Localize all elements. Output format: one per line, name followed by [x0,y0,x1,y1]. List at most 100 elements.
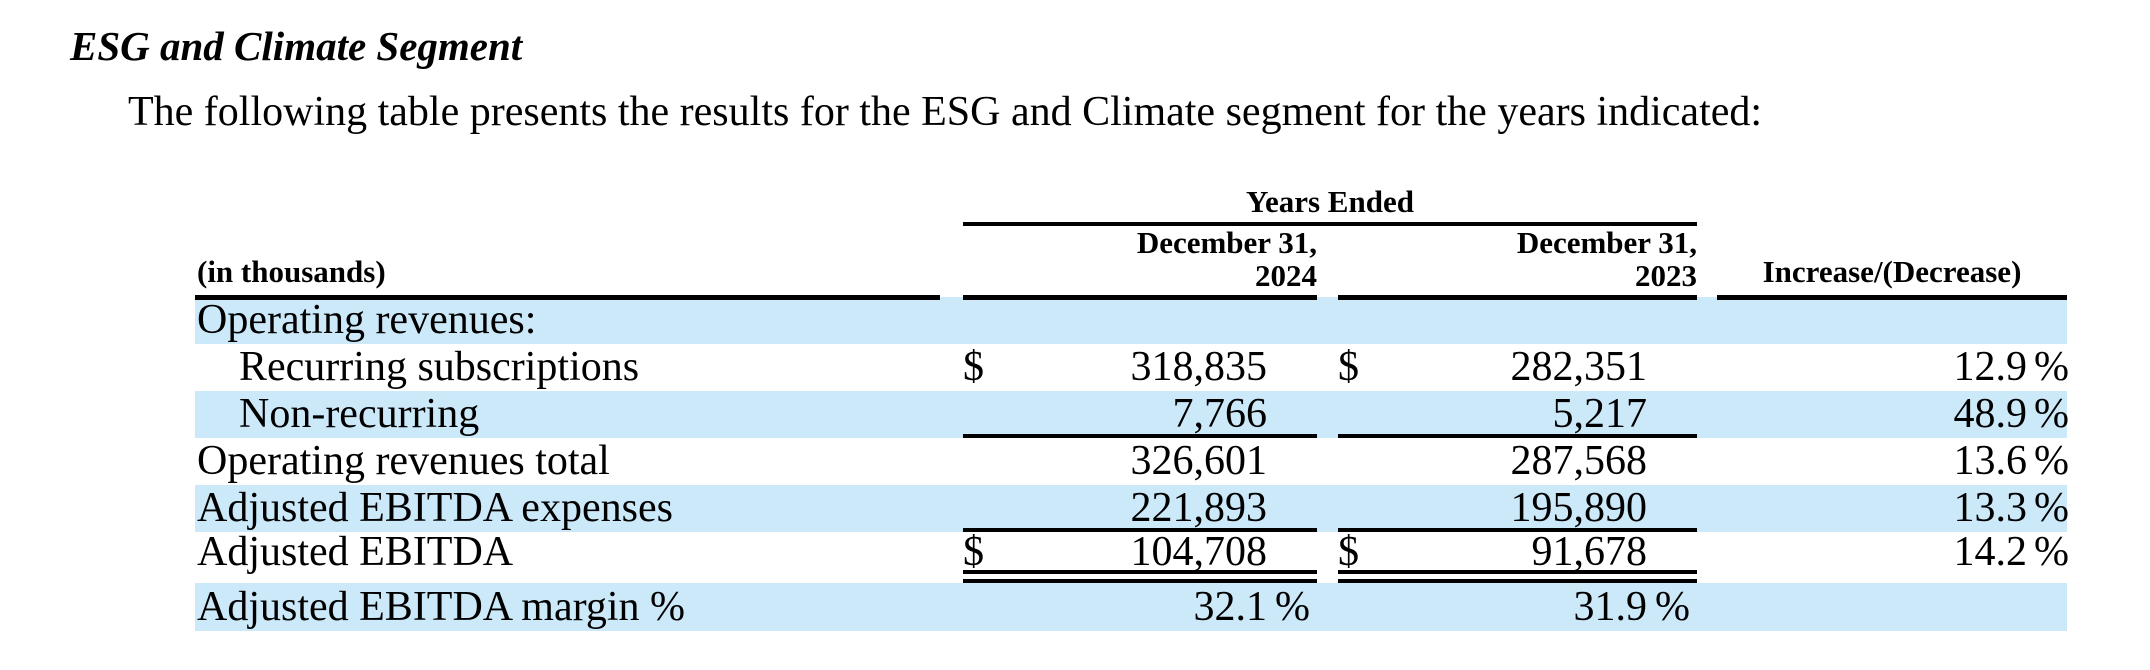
amount: 91,678 [1531,529,1648,575]
dollar-sign: $ [963,529,984,575]
column-gap [1697,344,1717,391]
amount: 326,601 [1130,438,1268,484]
column-gap [1317,532,1338,583]
column-gap [940,532,963,583]
column-gap [1317,391,1338,438]
amount: 13.6 [1953,438,2028,484]
amount: 12.9 [1953,344,2028,390]
column-gap [1317,438,1338,485]
value-2024: $ 318,835 [963,344,1317,391]
amount: 32.1 [1193,584,1268,630]
amount: 282,351 [1510,344,1648,390]
column-gap [1697,226,1717,300]
suffix [1647,485,1697,532]
suffix [2027,583,2067,631]
amount: 31.9 [1573,584,1648,630]
amount: 287,568 [1510,438,1648,484]
column-gap [1317,485,1338,532]
col-header-in-thousands: (in thousands) [195,226,940,300]
change-value [1717,297,2067,344]
suffix [1267,485,1317,532]
value-2024: 7,766 [963,391,1317,438]
column-gap [1317,583,1338,631]
percent-sign: % [1275,584,1310,630]
esg-climate-results-table: Years Ended (in thousands) December 31, … [195,178,2070,631]
value-2023: $ 91,678 [1338,529,1697,583]
amount: 48.9 [1953,391,2028,437]
col-header-dec-2024-line1: December 31, [1136,225,1317,260]
column-gap [1697,297,1717,344]
col-header-dec-2024: December 31, 2024 [963,226,1317,300]
column-gap [940,438,963,485]
column-gap [940,226,963,300]
suffix [1267,391,1317,438]
table-header-span-row: Years Ended [195,178,2067,226]
value-2024: 221,893 [963,485,1317,532]
column-gap [940,485,963,532]
change-value: 12.9 % [1717,344,2070,391]
suffix [1267,438,1317,485]
column-gap [940,297,963,344]
dollar-sign: $ [1338,344,1359,390]
column-gap [1697,391,1717,438]
column-gap [1697,438,1717,485]
change-value: 13.3 % [1717,485,2070,532]
percent-sign: % [2034,438,2069,484]
row-label: Adjusted EBITDA margin % [197,584,686,630]
suffix [1647,438,1697,485]
column-gap [1317,226,1338,300]
table-row-adjusted-ebitda-margin: Adjusted EBITDA margin % 32.1 % 31.9 % [195,583,2067,631]
column-gap [1697,485,1717,532]
amount: 221,893 [1130,485,1268,531]
table-row-recurring-subscriptions: Recurring subscriptions $ 318,835 $ 282,… [195,344,2070,391]
change-value: 13.6 % [1717,438,2070,485]
column-gap [940,391,963,438]
value-2023: $ 282,351 [1338,344,1697,391]
col-header-dec-2023-line1: December 31, [1516,225,1697,260]
value-2023: 287,568 [1338,438,1697,485]
change-value [1717,583,2067,631]
col-header-dec-2023: December 31, 2023 [1338,226,1697,300]
column-gap [1317,344,1338,391]
amount: 7,766 [1172,391,1268,437]
percent-sign: % [2034,344,2069,390]
value-2024 [963,297,1317,344]
row-label: Non-recurring [239,391,480,437]
column-gap [1697,532,1717,583]
col-header-dec-2024-line2: 2024 [1255,258,1317,293]
column-gap [1317,297,1338,344]
percent-sign: % [1655,584,1690,630]
page-title: ESG and Climate Segment [70,23,523,69]
value-2023: 31.9 % [1338,583,1697,631]
col-header-increase-decrease: Increase/(Decrease) [1717,226,2067,300]
row-label: Operating revenues total [197,438,610,484]
table-header-row: (in thousands) December 31, 2024 Decembe… [195,226,2067,297]
value-2023 [1338,297,1697,344]
table-row-adjusted-ebitda: Adjusted EBITDA $ 104,708 $ 91,678 14.2 … [195,529,2070,583]
change-value: 14.2 % [1717,529,2070,583]
amount: 104,708 [1130,529,1268,575]
suffix [1647,344,1697,391]
row-label: Adjusted EBITDA [197,529,514,575]
row-label: Operating revenues: [197,297,537,343]
amount [1717,583,2027,631]
table-row-operating-revenues-total: Operating revenues total 326,601 287,568… [195,438,2070,485]
dollar-sign: $ [963,344,984,390]
suffix [1647,532,1697,583]
suffix [1647,391,1697,438]
table-row-non-recurring: Non-recurring 7,766 5,217 48.9 % [195,391,2069,438]
col-header-dec-2023-line2: 2023 [1635,258,1697,293]
value-2023: 195,890 [1338,485,1697,532]
table-row-adjusted-ebitda-expenses: Adjusted EBITDA expenses 221,893 195,890… [195,485,2070,532]
percent-sign: % [2034,529,2069,575]
amount: 318,835 [1130,344,1268,390]
amount: 195,890 [1510,485,1648,531]
percent-sign: % [2034,485,2069,531]
row-label: Adjusted EBITDA expenses [197,485,673,531]
value-2024: 32.1 % [963,583,1317,631]
table-row-operating-revenues: Operating revenues: [195,297,2067,344]
column-gap [940,583,963,631]
suffix [1267,344,1317,391]
column-gap [940,344,963,391]
value-2024: 326,601 [963,438,1317,485]
